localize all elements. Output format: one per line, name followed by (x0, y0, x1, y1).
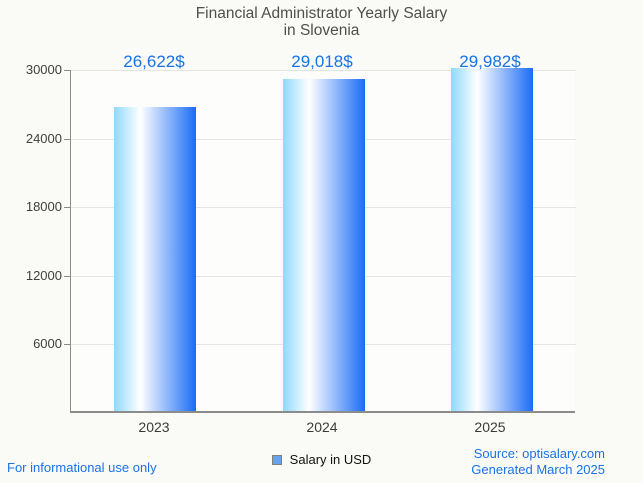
y-axis-tick (64, 139, 70, 140)
bar-2024 (283, 79, 365, 411)
y-axis-label-12000: 12000 (25, 268, 62, 283)
legend-label: Salary in USD (289, 452, 372, 467)
x-axis-label-2024: 2024 (306, 419, 338, 435)
value-label-2023: 26,622$ (123, 52, 185, 71)
bar-2023 (114, 107, 196, 411)
legend-marker-icon (271, 454, 282, 465)
chart-title: Financial Administrator Yearly Salary in… (0, 5, 643, 39)
disclaimer-note: For informational use only (7, 460, 157, 475)
source-block: Source: optisalary.com Generated March 2… (471, 446, 605, 478)
x-axis-label-2023: 2023 (138, 419, 170, 435)
y-axis-label-30000: 30000 (25, 62, 62, 77)
y-axis-tick (64, 207, 70, 208)
source-line: Source: optisalary.com (473, 446, 605, 461)
y-axis-label-18000: 18000 (25, 199, 62, 214)
gridline-30000 (71, 70, 576, 71)
value-label-2025: 29,982$ (459, 52, 521, 71)
value-label-2024: 29,018$ (291, 52, 353, 71)
y-axis-tick (64, 344, 70, 345)
chart-title-line-2: in Slovenia (283, 22, 360, 39)
y-axis-label-24000: 24000 (25, 131, 62, 146)
legend: Salary in USD (0, 452, 643, 467)
y-axis-tick (64, 70, 70, 71)
chart-title-line-1: Financial Administrator Yearly Salary (195, 5, 448, 22)
y-axis-tick (64, 276, 70, 277)
y-axis-label-6000: 6000 (33, 336, 62, 351)
generated-line: Generated March 2025 (471, 462, 605, 477)
bar-2025 (451, 68, 533, 411)
plot-area (64, 68, 576, 413)
x-axis-label-2025: 2025 (474, 419, 506, 435)
